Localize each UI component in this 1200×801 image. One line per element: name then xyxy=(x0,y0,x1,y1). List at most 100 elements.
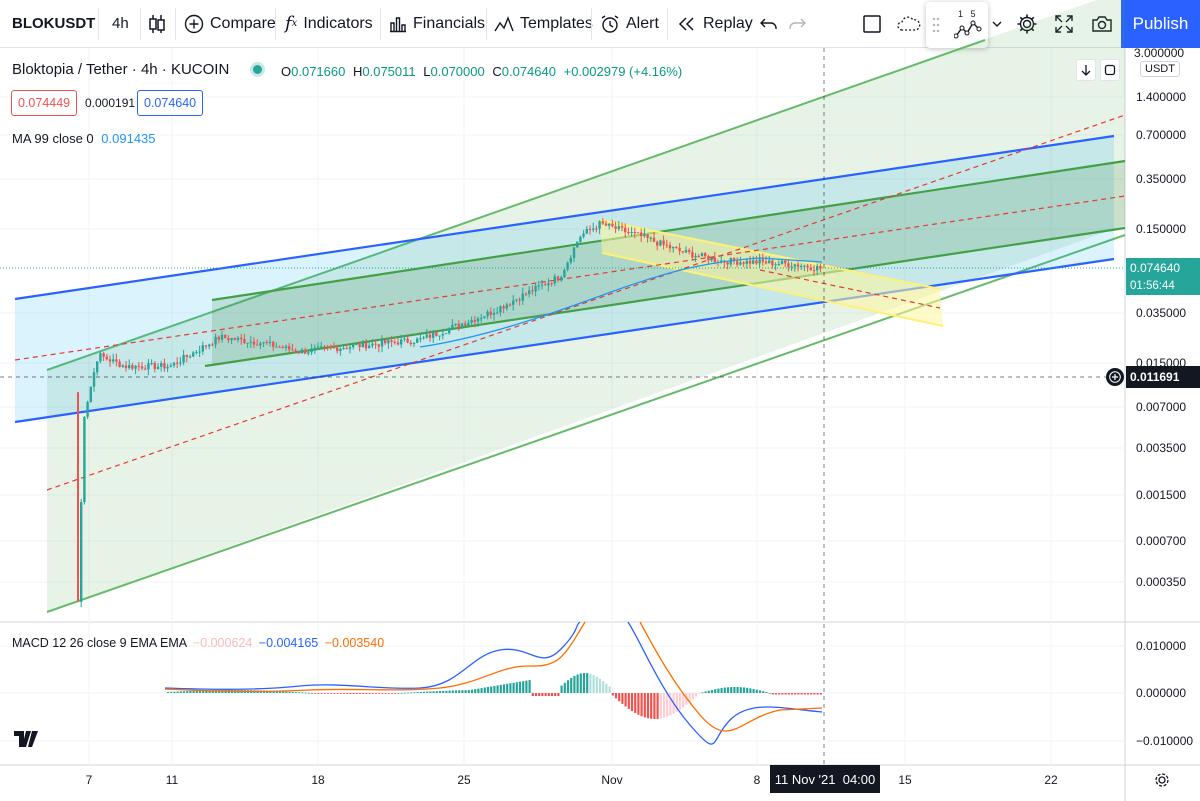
candle-body[interactable] xyxy=(672,246,675,249)
candle-body[interactable] xyxy=(694,255,697,258)
candle-body[interactable] xyxy=(121,365,124,367)
symbol-title[interactable]: Bloktopia / Tether · 4h · KUCOIN xyxy=(12,61,230,78)
candle-body[interactable] xyxy=(172,362,176,366)
candle-body[interactable] xyxy=(361,341,364,348)
candle-body[interactable] xyxy=(684,250,688,253)
candle-body[interactable] xyxy=(812,270,816,272)
candle-body[interactable] xyxy=(745,260,748,264)
candle-body[interactable] xyxy=(406,338,409,343)
candle-body[interactable] xyxy=(630,232,633,234)
snapshot-button[interactable] xyxy=(1091,0,1113,47)
candle-body[interactable] xyxy=(262,342,265,344)
candle-body[interactable] xyxy=(348,347,352,349)
alert-button[interactable]: Alert xyxy=(600,0,659,47)
candle-body[interactable] xyxy=(579,236,582,243)
candle-body[interactable] xyxy=(540,284,544,286)
candle-body[interactable] xyxy=(339,348,342,352)
candle-body[interactable] xyxy=(243,339,246,344)
candle-body[interactable] xyxy=(329,347,332,349)
candle-body[interactable] xyxy=(496,312,499,314)
candle-body[interactable] xyxy=(220,334,224,340)
candle-body[interactable] xyxy=(150,362,153,364)
add-alert-plus[interactable] xyxy=(1106,368,1124,386)
candle-body[interactable] xyxy=(320,346,323,348)
candle-body[interactable] xyxy=(620,226,624,228)
candle-body[interactable] xyxy=(697,255,700,257)
candle-body[interactable] xyxy=(118,361,121,367)
candle-body[interactable] xyxy=(582,233,585,237)
candle-body[interactable] xyxy=(288,346,291,350)
candle-body[interactable] xyxy=(505,304,508,309)
candle-body[interactable] xyxy=(652,237,656,242)
candle-body[interactable] xyxy=(563,269,566,278)
candle-body[interactable] xyxy=(691,251,694,258)
candle-body[interactable] xyxy=(704,253,707,257)
inner-green-lower[interactable] xyxy=(204,226,1126,368)
candle-body[interactable] xyxy=(134,365,137,369)
candle-body[interactable] xyxy=(163,363,166,369)
candle-body[interactable] xyxy=(96,361,99,373)
candle-body[interactable] xyxy=(736,261,739,265)
candle-body[interactable] xyxy=(649,237,652,239)
red-dashed-steep[interactable] xyxy=(46,114,1126,491)
candle-body[interactable] xyxy=(166,366,169,369)
candle-body[interactable] xyxy=(323,346,326,348)
candle-body[interactable] xyxy=(156,366,160,369)
candle-body[interactable] xyxy=(240,337,243,340)
candle-body[interactable] xyxy=(390,340,393,342)
candle-body[interactable] xyxy=(809,267,812,271)
candle-body[interactable] xyxy=(777,263,780,265)
candle-body[interactable] xyxy=(627,232,630,234)
candle-body[interactable] xyxy=(252,341,256,345)
candle-body[interactable] xyxy=(483,316,486,319)
candle-body[interactable] xyxy=(566,262,569,270)
candle-body[interactable] xyxy=(659,240,662,246)
candle-body[interactable] xyxy=(230,338,233,341)
candle-body[interactable] xyxy=(310,348,313,353)
candle-body[interactable] xyxy=(371,343,374,346)
candle-body[interactable] xyxy=(396,342,400,345)
candle-body[interactable] xyxy=(352,344,355,348)
candle-body[interactable] xyxy=(531,290,534,292)
axis-settings-icon[interactable] xyxy=(1155,773,1169,787)
candle-body[interactable] xyxy=(784,260,787,264)
templates-button[interactable]: Templates xyxy=(494,0,593,47)
candle-body[interactable] xyxy=(182,354,185,363)
candle-body[interactable] xyxy=(208,344,211,347)
candle-body[interactable] xyxy=(364,341,368,349)
replay-button[interactable]: Replay xyxy=(677,0,753,47)
candle-body[interactable] xyxy=(457,323,460,328)
redo-button[interactable] xyxy=(788,0,806,47)
tradingview-logo[interactable] xyxy=(14,731,38,747)
candle-body[interactable] xyxy=(336,347,339,352)
candle-body[interactable] xyxy=(604,223,608,226)
candle-body[interactable] xyxy=(764,261,768,264)
scroll-down-button[interactable] xyxy=(1076,59,1096,81)
candle-body[interactable] xyxy=(92,372,96,387)
candle-body[interactable] xyxy=(355,344,358,346)
candle-body[interactable] xyxy=(486,311,489,317)
candle-body[interactable] xyxy=(307,352,310,354)
candle-body[interactable] xyxy=(636,232,640,234)
candle-body[interactable] xyxy=(688,250,691,252)
candle-body[interactable] xyxy=(83,416,86,503)
candle-body[interactable] xyxy=(467,322,470,326)
candle-body[interactable] xyxy=(144,368,147,370)
candle-body[interactable] xyxy=(211,344,214,346)
candle-body[interactable] xyxy=(294,350,297,353)
candle-body[interactable] xyxy=(547,283,550,286)
candle-body[interactable] xyxy=(796,264,800,267)
outer-green-upper[interactable] xyxy=(46,39,986,371)
candle-body[interactable] xyxy=(502,306,505,309)
candle-body[interactable] xyxy=(608,223,611,226)
candle-body[interactable] xyxy=(675,246,678,248)
candle-body[interactable] xyxy=(595,228,598,230)
candle-body[interactable] xyxy=(160,363,163,367)
candle-body[interactable] xyxy=(592,228,595,230)
candle-body[interactable] xyxy=(147,363,150,370)
candle-body[interactable] xyxy=(380,339,384,347)
candle-body[interactable] xyxy=(387,340,390,344)
candle-body[interactable] xyxy=(611,223,614,227)
